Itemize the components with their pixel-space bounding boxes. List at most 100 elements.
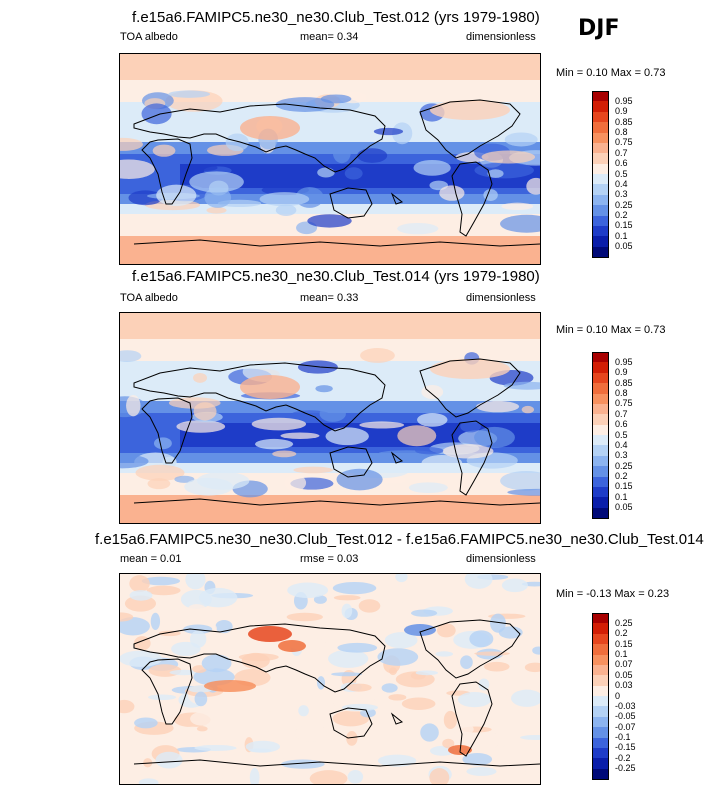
colorbar-tick-label: 0.4 (615, 178, 628, 189)
colorbar-swatch (592, 675, 609, 687)
colorbar-tick-label: -0.1 (615, 732, 631, 742)
colorbar-swatch (592, 623, 609, 635)
panel-3-mean: mean = 0.01 (120, 553, 182, 565)
panel-2-minmax: Min = 0.10 Max = 0.73 (556, 324, 666, 336)
colorbar-tick-label: 0.75 (615, 398, 633, 409)
panel-2-colorbar: 0.95 0.9 0.85 0.8 0.75 0.7 0.6 0.5 0.4 0.3 0.25 0.2… (592, 352, 652, 519)
colorbar-tick-label: 0.6 (615, 158, 628, 169)
colorbar-tick-label: 0.1 (615, 491, 628, 502)
colorbar-swatch (592, 497, 609, 509)
colorbar-swatch (592, 246, 609, 258)
colorbar-tick-label: 0.9 (615, 367, 628, 378)
panel-1-map (119, 53, 541, 265)
colorbar-swatch (592, 476, 609, 488)
panel-1-colorbar: 0.95 0.9 0.85 0.8 0.75 0.7 0.6 0.5 0.4 0.3 0.25 0.2… (592, 91, 652, 258)
colorbar-swatch (592, 747, 609, 759)
colorbar-swatch (592, 362, 609, 374)
panel-3-minmax: Min = -0.13 Max = 0.23 (556, 588, 670, 600)
panel-1-variable: TOA albedo (120, 31, 178, 43)
colorbar-swatch (592, 414, 609, 426)
colorbar-swatch (592, 236, 609, 248)
colorbar-tick-label: -0.2 (615, 752, 631, 763)
colorbar-tick-label: 0.75 (615, 137, 633, 148)
colorbar-swatch (592, 215, 609, 227)
colorbar-tick-label: 0.2 (615, 471, 628, 481)
colorbar-tick-label: 0.05 (615, 241, 633, 252)
colorbar-tick-label: 0.15 (615, 220, 633, 231)
colorbar-swatch (592, 644, 609, 655)
colorbar-tick-label: 0.15 (615, 481, 633, 492)
panel-2-units: dimensionless (466, 292, 536, 304)
colorbar-tick-label: 0.05 (615, 669, 633, 680)
colorbar-swatch (592, 696, 609, 707)
colorbar-tick-label: 0.15 (615, 638, 633, 649)
colorbar-swatch (592, 613, 609, 624)
panel-1-mean: mean= 0.34 (300, 31, 359, 43)
panel-3-colorbar: 0.25 0.2 0.15 0.1 0.07 0.05 0.03 0 -0.03 -0.05 -0.… (592, 613, 652, 780)
colorbar-swatch (592, 685, 609, 697)
colorbar-swatch (592, 435, 609, 446)
colorbar-tick-label: 0.2 (615, 210, 628, 220)
colorbar-swatch (592, 716, 609, 728)
colorbar-swatch (592, 101, 609, 113)
colorbar-swatch (592, 225, 609, 237)
colorbar-swatch (592, 466, 609, 477)
colorbar-swatch (592, 205, 609, 216)
panel-3-rmse: rmse = 0.03 (300, 553, 359, 565)
season-label: DJF (578, 16, 620, 41)
panel-1-units: dimensionless (466, 31, 536, 43)
colorbar-tick-label: 0 (615, 690, 621, 701)
panel-3-map (119, 573, 541, 785)
colorbar-tick-label: 0.8 (615, 388, 628, 398)
colorbar-tick-label: 0.85 (615, 377, 633, 388)
panel-2-title: f.e15a6.FAMIPC5.ne30_ne30.Club_Test.014 … (132, 268, 540, 285)
colorbar-tick-label: 0.95 (615, 95, 633, 106)
panel-1-minmax: Min = 0.10 Max = 0.73 (556, 67, 666, 79)
colorbar-swatch (592, 352, 609, 363)
colorbar-tick-label: 0.7 (615, 147, 628, 158)
colorbar-tick-label: 0.2 (615, 628, 628, 639)
colorbar-swatch (592, 737, 609, 749)
colorbar-swatch (592, 142, 609, 154)
colorbar-tick-label: 0.1 (615, 649, 628, 659)
colorbar-tick-label: -0.07 (615, 721, 636, 732)
colorbar-swatch (592, 633, 609, 645)
colorbar-swatch (592, 507, 609, 519)
colorbar-tick-label: 0.5 (615, 429, 628, 440)
colorbar-swatch (592, 91, 609, 102)
colorbar-swatch (592, 486, 609, 498)
colorbar-tick-label: 0.9 (615, 106, 628, 117)
colorbar-tick-label: -0.25 (615, 763, 636, 774)
colorbar-swatch (592, 393, 609, 405)
colorbar-tick-label: 0.25 (615, 199, 633, 210)
colorbar-tick-label: 0.25 (615, 460, 633, 471)
colorbar-tick-label: 0.03 (615, 680, 633, 691)
colorbar-swatch (592, 184, 609, 196)
panel-1-title: f.e15a6.FAMIPC5.ne30_ne30.Club_Test.012 … (132, 9, 540, 26)
colorbar-swatch (592, 664, 609, 676)
colorbar-swatch (592, 455, 609, 467)
colorbar-tick-label: 0.8 (615, 127, 628, 137)
colorbar-swatch (592, 163, 609, 175)
colorbar-tick-label: 0.3 (615, 189, 628, 200)
colorbar-swatch (592, 403, 609, 415)
colorbar-swatch (592, 122, 609, 133)
colorbar-tick-label: 0.05 (615, 502, 633, 513)
colorbar-swatch (592, 654, 609, 666)
colorbar-swatch (592, 706, 609, 718)
panel-3-title: f.e15a6.FAMIPC5.ne30_ne30.Club_Test.012 … (95, 531, 704, 548)
colorbar-swatch (592, 153, 609, 165)
colorbar-swatch (592, 383, 609, 394)
colorbar-swatch (592, 727, 609, 738)
colorbar-tick-label: -0.05 (615, 711, 636, 722)
colorbar-swatch (592, 758, 609, 770)
colorbar-swatch (592, 768, 609, 780)
colorbar-swatch (592, 132, 609, 144)
colorbar-tick-label: -0.03 (615, 700, 636, 711)
colorbar-swatch (592, 372, 609, 384)
panel-2-mean: mean= 0.33 (300, 292, 359, 304)
colorbar-tick-label: 0.95 (615, 356, 633, 367)
panel-3-units: dimensionless (466, 553, 536, 565)
colorbar-tick-label: 0.85 (615, 116, 633, 127)
colorbar-swatch (592, 445, 609, 457)
